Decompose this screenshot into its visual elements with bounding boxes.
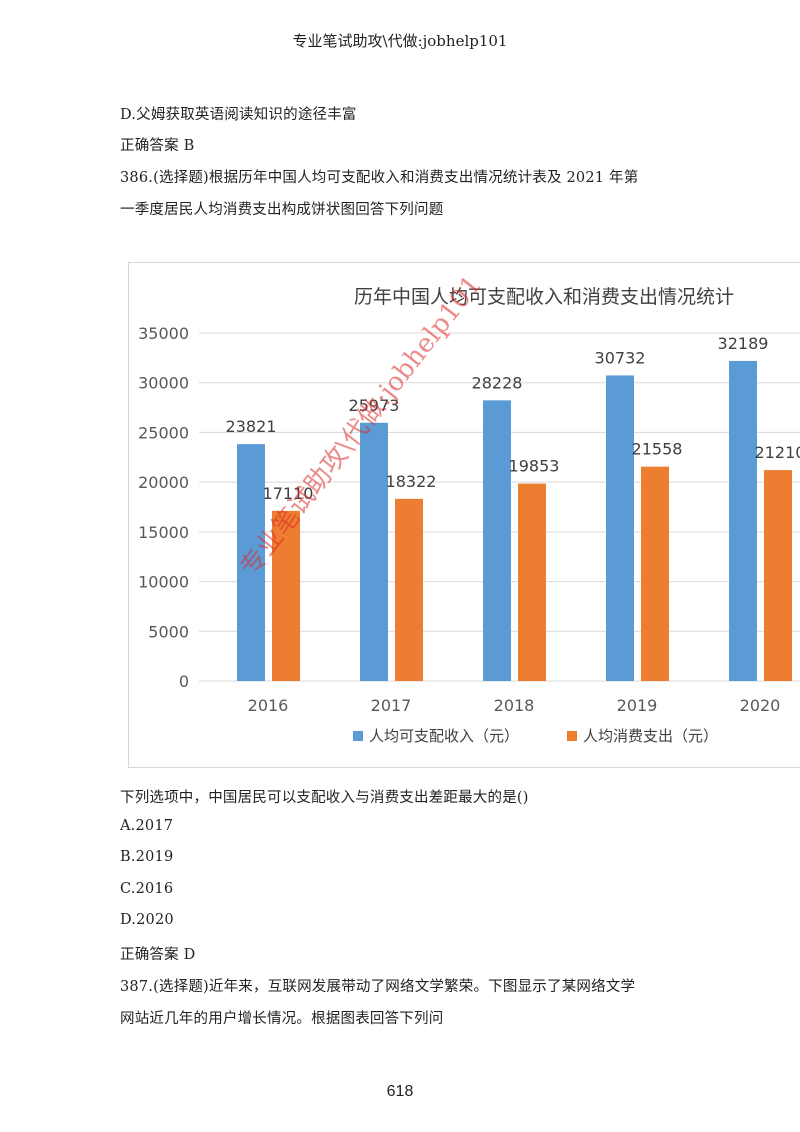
data-label: 28228 bbox=[472, 373, 523, 392]
data-label: 18322 bbox=[386, 472, 437, 491]
data-label: 30732 bbox=[595, 348, 646, 367]
y-tick-label: 0 bbox=[179, 672, 189, 691]
data-label: 21558 bbox=[632, 440, 683, 459]
y-tick-label: 30000 bbox=[138, 374, 189, 393]
legend-swatch-income bbox=[353, 731, 363, 741]
x-tick-label: 2019 bbox=[617, 696, 658, 715]
bar-expense-2020 bbox=[764, 470, 792, 681]
y-tick-label: 15000 bbox=[138, 523, 189, 542]
y-tick-label: 20000 bbox=[138, 473, 189, 492]
page-number: 618 bbox=[386, 1083, 414, 1100]
x-tick-label: 2018 bbox=[494, 696, 535, 715]
bar-income-2019 bbox=[606, 375, 634, 681]
bar-chart: 历年中国人均可支配收入和消费支出情况统计 0 5000 10000 15000 20000… bbox=[128, 262, 800, 768]
bar-income-2018 bbox=[483, 400, 511, 681]
x-tick-label: 2016 bbox=[248, 696, 289, 715]
data-label: 25973 bbox=[349, 396, 400, 415]
y-tick-label: 5000 bbox=[148, 622, 189, 641]
option-a: A.2017 bbox=[120, 818, 174, 834]
question-386-answer: 正确答案 D bbox=[120, 947, 196, 963]
option-b: B.2019 bbox=[120, 849, 174, 865]
previous-answer: 正确答案 B bbox=[120, 138, 195, 154]
bar-chart-svg: 历年中国人均可支配收入和消费支出情况统计 0 5000 10000 15000 20000… bbox=[138, 286, 800, 745]
data-label: 17110 bbox=[263, 484, 314, 503]
data-label: 23821 bbox=[226, 417, 277, 436]
y-tick-label: 10000 bbox=[138, 573, 189, 592]
bar-income-2016 bbox=[237, 444, 265, 681]
x-tick-label: 2017 bbox=[371, 696, 412, 715]
question-387-stem-line2: 网站近几年的用户增长情况。根据图表回答下列问 bbox=[120, 1011, 444, 1027]
y-tick-label: 25000 bbox=[138, 423, 189, 442]
chart-title: 历年中国人均可支配收入和消费支出情况统计 bbox=[354, 286, 734, 308]
question-386-stem-line1: 386.(选择题)根据历年中国人均可支配收入和消费支出情况统计表及 2021 年… bbox=[120, 170, 639, 186]
option-c: C.2016 bbox=[120, 881, 174, 897]
y-tick-label: 35000 bbox=[138, 324, 189, 343]
bar-expense-2019 bbox=[641, 466, 669, 681]
bar-income-2017 bbox=[360, 422, 388, 681]
legend-label-expense: 人均消费支出（元） bbox=[583, 727, 718, 745]
option-d: D.2020 bbox=[120, 912, 174, 928]
data-label: 21210 bbox=[755, 443, 800, 462]
legend-label-income: 人均可支配收入（元） bbox=[369, 727, 519, 745]
bar-expense-2018 bbox=[518, 483, 546, 681]
bar-expense-2016 bbox=[272, 510, 300, 681]
question-386-stem-line2: 一季度居民人均消费支出构成饼状图回答下列问题 bbox=[120, 202, 444, 218]
x-tick-label: 2020 bbox=[740, 696, 781, 715]
data-label: 32189 bbox=[718, 334, 769, 353]
question-386-text: 下列选项中，中国居民可以支配收入与消费支出差距最大的是() bbox=[120, 790, 529, 806]
question-387-stem-line1: 387.(选择题)近年来，互联网发展带动了网络文学繁荣。下图显示了某网络文学 bbox=[120, 979, 636, 995]
previous-option-d: D.父姆获取英语阅读知识的途径丰富 bbox=[120, 107, 357, 123]
legend-swatch-expense bbox=[567, 731, 577, 741]
page-header: 专业笔试助攻\代做:jobhelp101 bbox=[292, 32, 508, 50]
bar-income-2020 bbox=[729, 360, 757, 681]
data-label: 19853 bbox=[509, 457, 560, 476]
bar-expense-2017 bbox=[395, 498, 423, 681]
